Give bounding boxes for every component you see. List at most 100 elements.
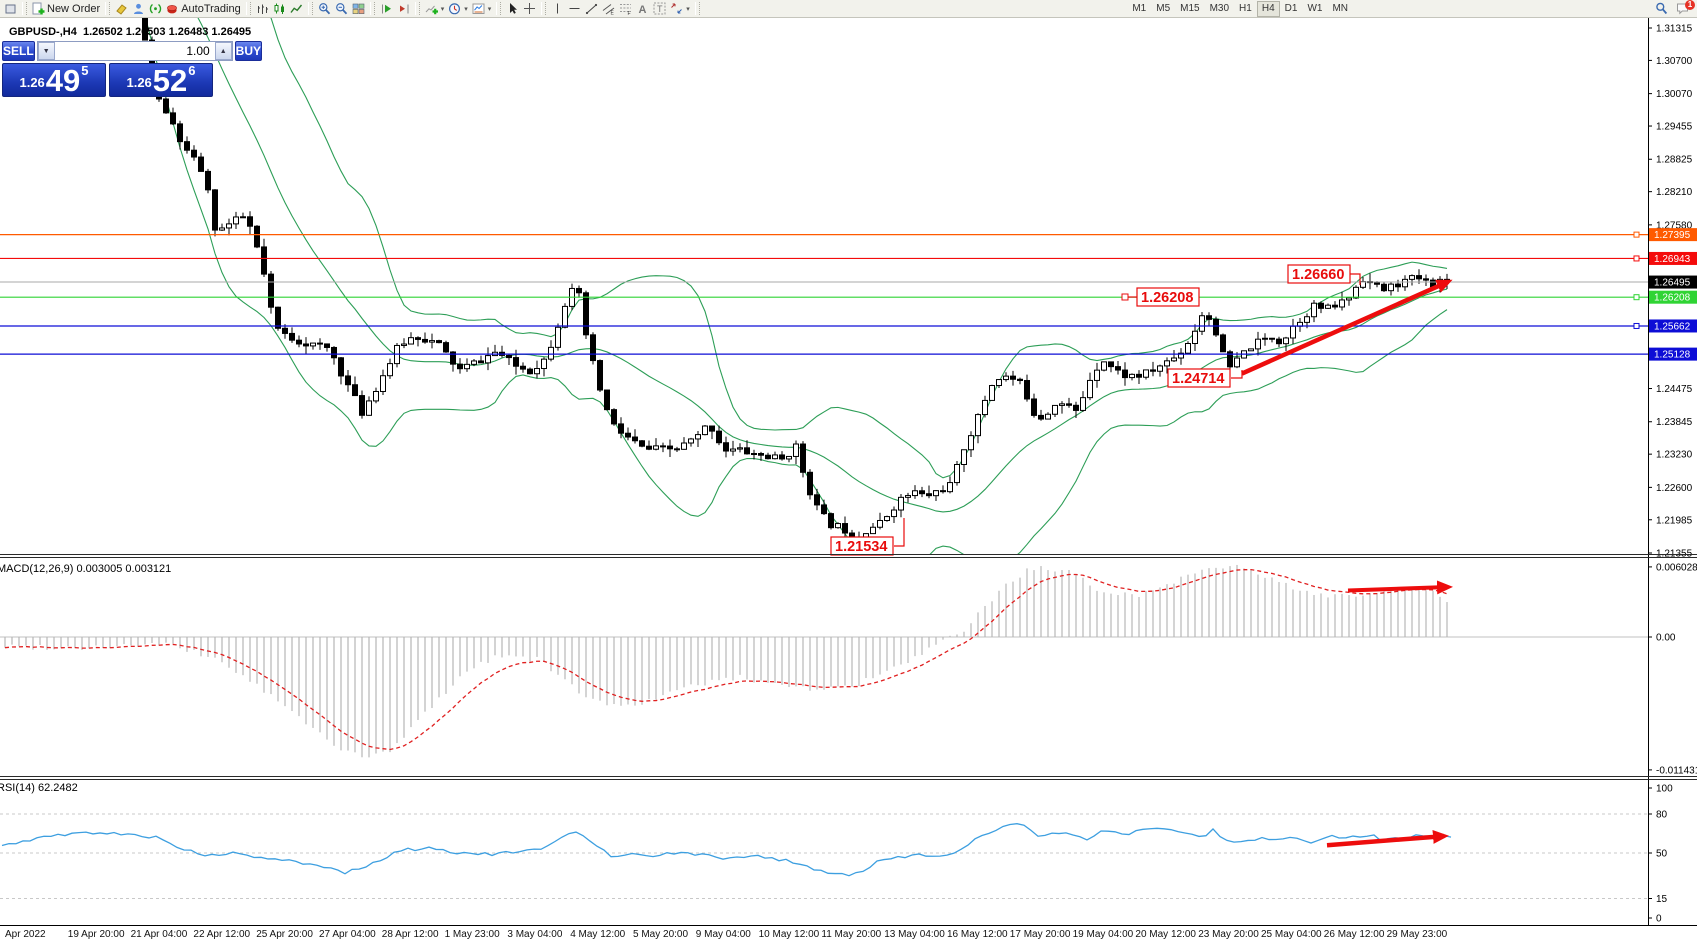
text-icon[interactable]: A [634, 1, 651, 17]
trendline-icon[interactable] [583, 1, 600, 17]
price-label-1.26660[interactable]: 1.26660 [1287, 264, 1361, 285]
svg-text:1.25128: 1.25128 [1654, 350, 1691, 361]
fibonacci-icon[interactable]: F [617, 1, 634, 17]
price-badge-1.26208: 1.26208 [1649, 290, 1697, 304]
line-anchor-square[interactable] [1633, 255, 1640, 262]
bar-chart-icon[interactable] [254, 1, 271, 17]
autotrading-button[interactable]: AutoTrading [164, 1, 243, 17]
svg-text:50: 50 [1656, 849, 1668, 860]
sell-price-main: 49 [45, 63, 81, 98]
auto-scroll-icon[interactable] [378, 1, 395, 17]
price-label-1.26208[interactable]: 1.26208 [1121, 287, 1200, 307]
volume-input[interactable] [54, 44, 215, 58]
zoom-out-icon[interactable] [333, 1, 350, 17]
toolbar-separator [694, 2, 700, 15]
vertical-line-icon[interactable] [549, 1, 566, 17]
profiles-icon[interactable] [113, 1, 130, 17]
new-order-button[interactable]: New Order [30, 1, 102, 17]
svg-text:1.27580: 1.27580 [1656, 220, 1693, 231]
tile-windows-icon[interactable] [350, 1, 367, 17]
timeframe-h1-button[interactable]: H1 [1239, 2, 1252, 14]
svg-text:10 May 12:00: 10 May 12:00 [759, 929, 820, 940]
svg-text:17 May 20:00: 17 May 20:00 [1010, 929, 1071, 940]
timeframe-d1-button[interactable]: D1 [1284, 2, 1298, 14]
community-icon[interactable] [130, 1, 147, 17]
trend-arrow-macd[interactable] [1347, 580, 1453, 595]
svg-text:T: T [657, 4, 663, 14]
window-icon[interactable] [2, 1, 19, 17]
text-label-icon[interactable]: T [651, 1, 668, 17]
svg-text:4 May 12:00: 4 May 12:00 [570, 929, 625, 940]
svg-text:1.28210: 1.28210 [1656, 187, 1693, 198]
timeframe-m1-button[interactable]: M1 [1132, 2, 1147, 14]
horizontal-line-icon[interactable] [566, 1, 583, 17]
svg-text:1.24714: 1.24714 [1172, 371, 1224, 387]
svg-text:1.26208: 1.26208 [1654, 293, 1691, 304]
price-label-1.24714[interactable]: 1.24714 [1167, 368, 1243, 388]
svg-text:1.22600: 1.22600 [1656, 483, 1693, 494]
toolbar-right-group: 1 [1653, 0, 1695, 18]
buy-button[interactable]: BUY [234, 41, 263, 61]
sell-button[interactable]: SELL [2, 41, 35, 61]
search-icon[interactable] [1653, 1, 1670, 17]
macd-pane [0, 564, 1648, 758]
timeframe-h4-button[interactable]: H4 [1256, 0, 1280, 17]
bollinger-upper-band [270, 18, 1448, 479]
volume-increase-button[interactable]: ▲ [214, 42, 232, 60]
zoom-in-icon[interactable] [316, 1, 333, 17]
line-chart-icon[interactable] [288, 1, 305, 17]
candlestick-icon[interactable] [271, 1, 288, 17]
candles [142, 18, 1450, 544]
channel-icon[interactable]: E [600, 1, 617, 17]
buy-price-display[interactable]: 1.26 52 6 [109, 63, 213, 97]
svg-text:1.31315: 1.31315 [1656, 24, 1693, 35]
svg-text:1.26943: 1.26943 [1654, 254, 1691, 265]
price-badge-1.25662: 1.25662 [1649, 319, 1697, 333]
line-anchor-square[interactable] [1633, 322, 1640, 329]
periods-icon[interactable]: ▾ [446, 1, 470, 17]
rsi-label: RSI(14) 62.2482 [0, 782, 78, 794]
svg-text:15: 15 [1656, 894, 1668, 905]
trend-arrow-main[interactable] [1241, 279, 1453, 376]
timeframe-w1-button[interactable]: W1 [1307, 2, 1323, 14]
svg-text:25 May 04:00: 25 May 04:00 [1261, 929, 1322, 940]
crosshair-icon[interactable] [521, 1, 538, 17]
arrows-icon[interactable]: ▾ [668, 1, 692, 17]
timeframe-m5-button[interactable]: M5 [1156, 2, 1171, 14]
svg-text:1.26208: 1.26208 [1141, 290, 1193, 306]
timeframe-m15-button[interactable]: M15 [1180, 2, 1200, 14]
toolbar-separator [22, 2, 27, 15]
sell-price-display[interactable]: 1.26 49 5 [2, 63, 106, 97]
svg-text:100: 100 [1656, 784, 1673, 795]
svg-text:1.26495: 1.26495 [1654, 278, 1691, 289]
svg-text:80: 80 [1656, 810, 1668, 821]
bollinger-lower-band [145, 18, 1448, 554]
price-badge-1.27395: 1.27395 [1649, 228, 1697, 242]
chart-canvas[interactable]: 1.26660 1.26208 1.24714 1.21534 1.31315 1.307… [0, 18, 1697, 943]
price-label-1.21534[interactable]: 1.21534 [830, 518, 905, 556]
line-anchor-square[interactable] [1633, 231, 1640, 238]
sell-price-pipette: 5 [81, 63, 89, 78]
timeframe-mn-button[interactable]: MN [1332, 2, 1348, 14]
signals-icon[interactable] [147, 1, 164, 17]
volume-decrease-button[interactable]: ▼ [37, 42, 55, 60]
volume-stepper[interactable]: ▼ ▲ [36, 41, 233, 61]
svg-text:29 May 23:00: 29 May 23:00 [1387, 929, 1448, 940]
cursor-icon[interactable] [504, 1, 521, 17]
notifications-icon[interactable]: 1 [1674, 0, 1695, 17]
line-anchor-square[interactable] [1633, 294, 1640, 301]
svg-text:26 May 12:00: 26 May 12:00 [1324, 929, 1385, 940]
chart-shift-icon[interactable] [395, 1, 412, 17]
indicators-icon[interactable]: ▾ [423, 1, 447, 17]
svg-text:0.00: 0.00 [1656, 633, 1676, 644]
buy-price-main: 52 [152, 63, 188, 98]
timeframe-m30-button[interactable]: M30 [1209, 2, 1230, 14]
trend-arrow-rsi[interactable] [1326, 829, 1449, 848]
svg-text:1.27395: 1.27395 [1654, 230, 1691, 241]
svg-text:13 May 04:00: 13 May 04:00 [884, 929, 945, 940]
svg-text:1 May 23:00: 1 May 23:00 [445, 929, 500, 940]
svg-text:1.28825: 1.28825 [1656, 155, 1693, 166]
toolbar-separator [414, 2, 420, 15]
templates-icon[interactable]: ▾ [470, 1, 494, 17]
